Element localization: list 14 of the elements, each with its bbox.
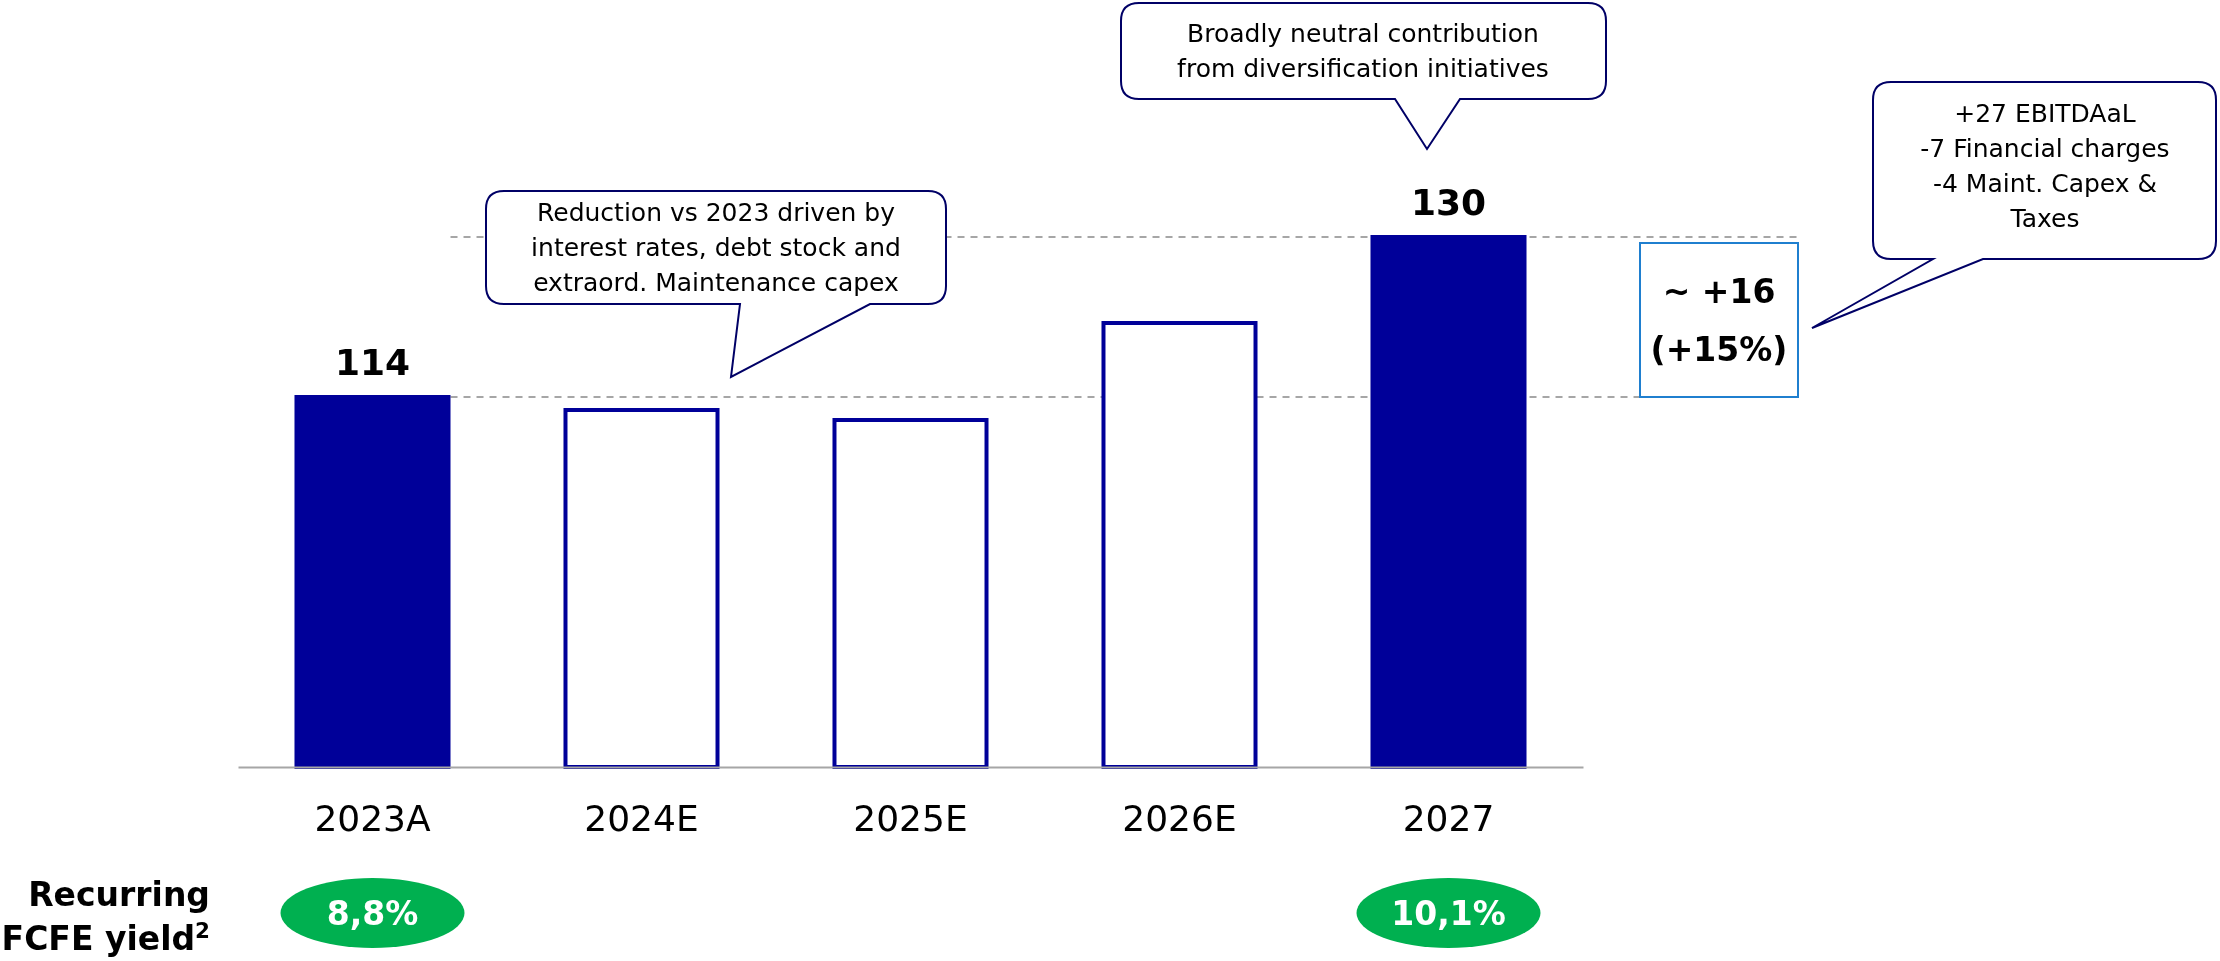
text: Recurring FCFE yield$^{2}$ xyxy=(1,874,210,958)
x-tick-label: 2026E xyxy=(1122,797,1237,839)
annotation: ~ +16 (+15%) xyxy=(1650,271,1788,369)
x-tick-label: 2024E xyxy=(584,797,699,839)
text: 10,1% xyxy=(1391,893,1506,933)
text: Broadly neutral contribution from diversification initiatives xyxy=(1177,19,1549,84)
data-label: 114 xyxy=(334,342,411,383)
x-tick-label: 2027 xyxy=(1402,797,1495,839)
text: +27 EBITDAaL -7 Financial charges -4 Maint. Capex & Taxes xyxy=(1920,99,2170,234)
data-label: 130 xyxy=(1410,182,1487,223)
annotation: Reduction vs 2023 driven by interest rates, debt stock and extraord. Maintenance capex xyxy=(531,197,901,297)
text: 8,8% xyxy=(326,893,419,933)
x-tick-label: 2023A xyxy=(314,797,431,839)
x-tick-label: 2025E xyxy=(853,797,968,839)
